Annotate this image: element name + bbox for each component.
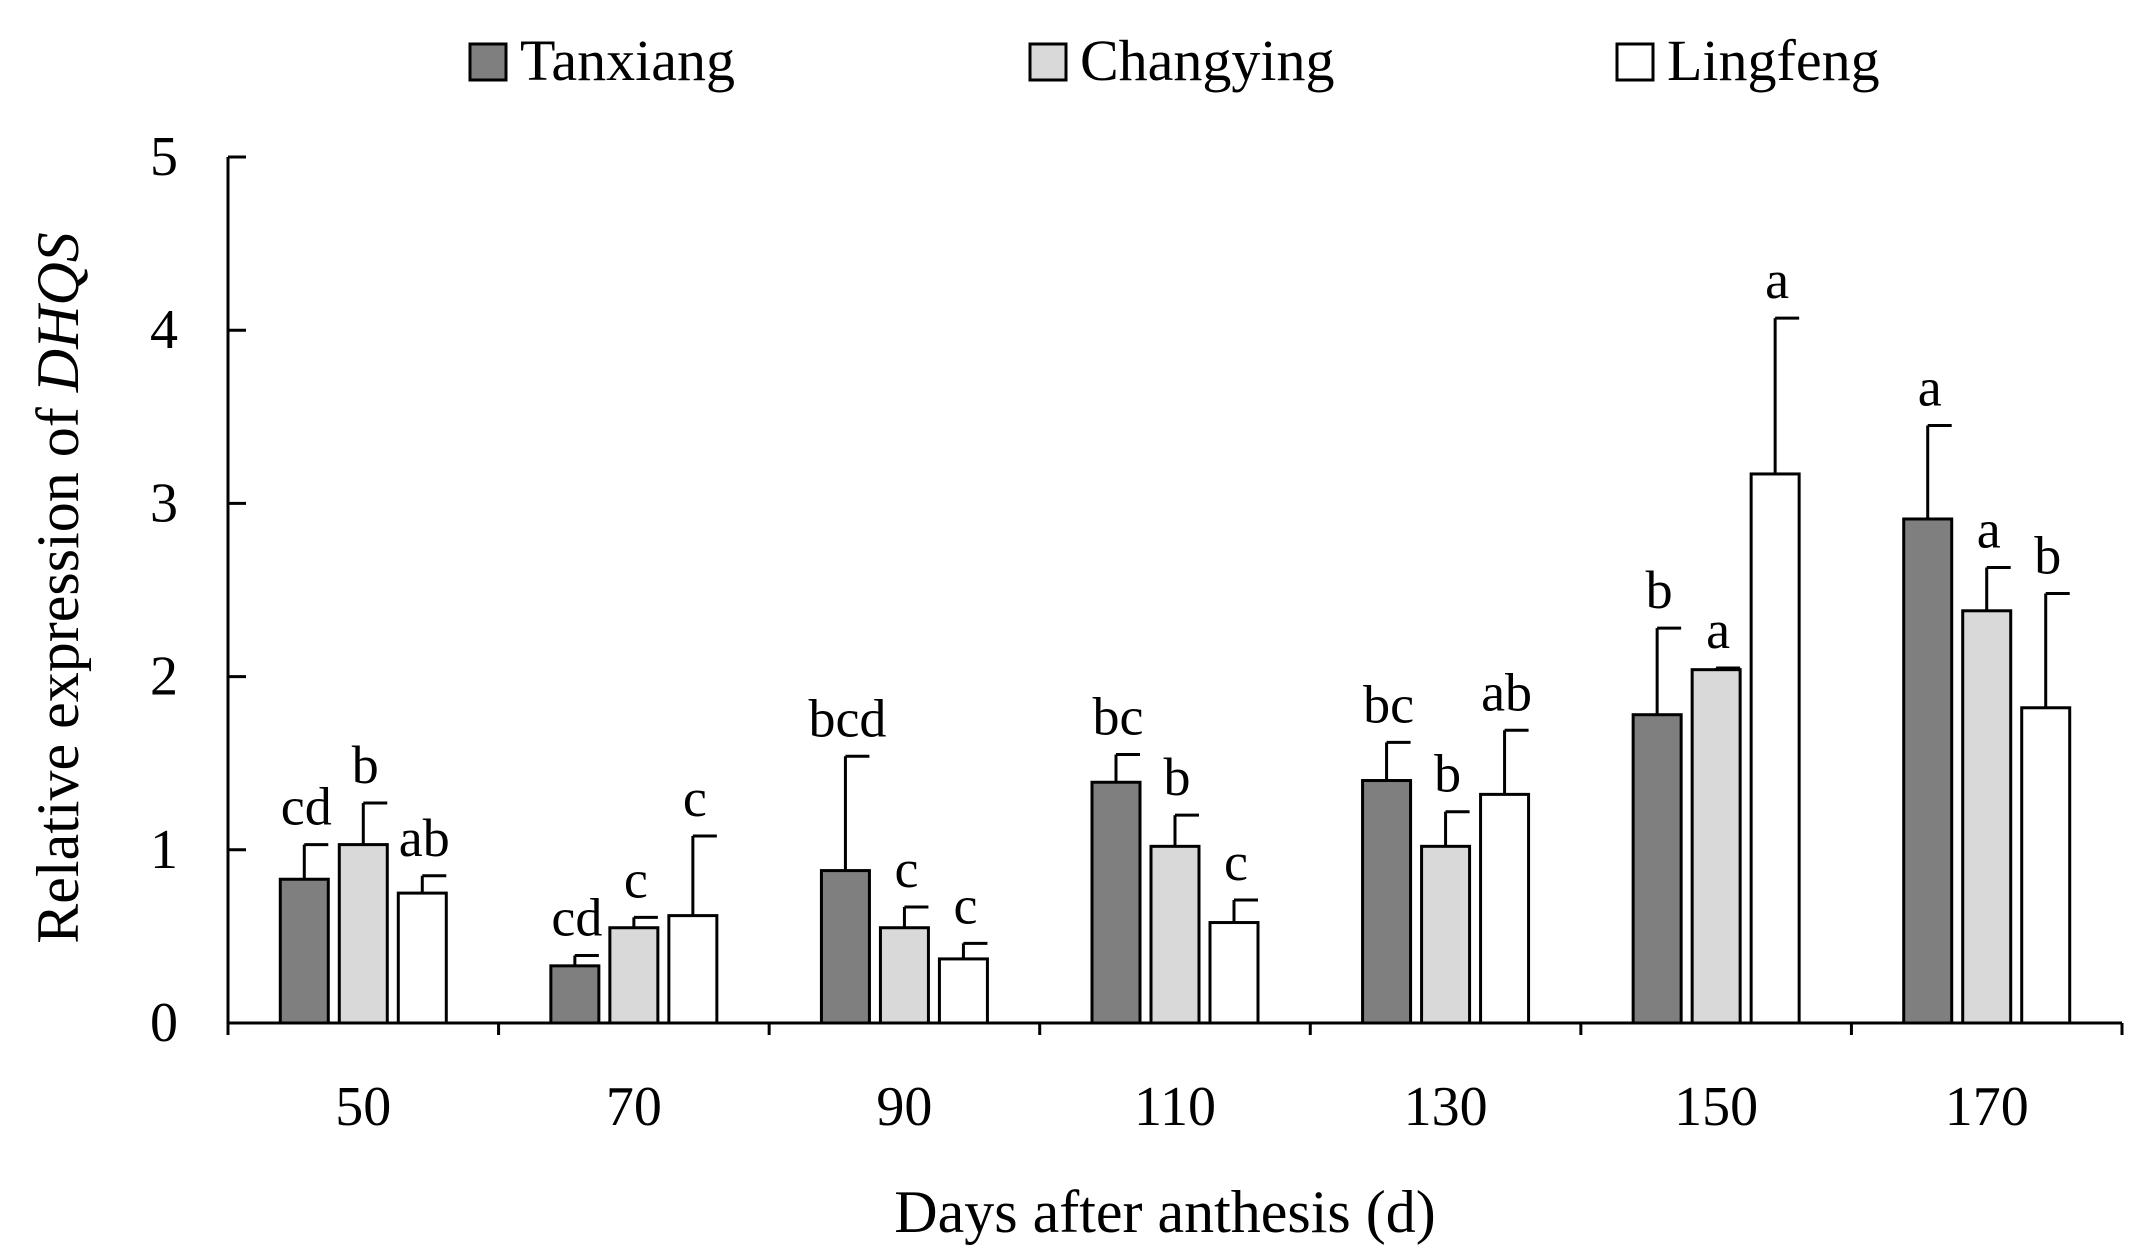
x-tick-label: 170 [1945, 1076, 2029, 1138]
significance-letter: b [1434, 744, 1461, 804]
bar-changying-110 [1149, 844, 1201, 1025]
y-tick-label: 3 [150, 472, 178, 534]
legend: Tanxiang Changying Lingfeng [468, 28, 1880, 93]
bar-lingfeng-110 [1208, 921, 1260, 1025]
error-bars [302, 316, 2070, 966]
bar-changying-50 [337, 843, 389, 1025]
legend-swatch-lingfeng [1615, 42, 1655, 82]
x-axis-title: Days after anthesis (d) [894, 1179, 1435, 1245]
x-tick-label: 110 [1134, 1076, 1216, 1138]
significance-letter: b [2034, 525, 2061, 585]
significance-letter: c [1224, 832, 1248, 892]
significance-letter: a [1918, 357, 1942, 417]
bar-tanxiang-130 [1361, 779, 1413, 1025]
bar-tanxiang-70 [549, 964, 601, 1025]
significance-letter: c [683, 768, 707, 828]
bar-tanxiang-50 [278, 877, 330, 1025]
y-axis: 0 1 2 3 4 5 [150, 126, 246, 1054]
legend-label-tanxiang: Tanxiang [520, 28, 735, 93]
bar-changying-90 [878, 926, 930, 1025]
x-tick-label: 50 [335, 1076, 391, 1138]
x-tick-label: 90 [876, 1076, 932, 1138]
significance-letter: bcd [808, 688, 886, 748]
legend-swatch-changying [1028, 42, 1068, 82]
bars [278, 472, 2072, 1025]
bar-lingfeng-50 [396, 891, 448, 1025]
y-tick-label: 1 [150, 819, 178, 881]
bar-changying-70 [608, 926, 660, 1025]
significance-letter: ab [1481, 662, 1532, 722]
significance-letter: bc [1363, 674, 1414, 734]
significance-letter: b [352, 735, 379, 795]
significance-letter: a [1706, 600, 1730, 660]
bar-changying-130 [1420, 844, 1472, 1025]
significance-letter: ab [399, 808, 450, 868]
bar-tanxiang-110 [1090, 780, 1142, 1025]
significance-letter: bc [1093, 687, 1144, 747]
bar-changying-170 [1961, 609, 2013, 1025]
x-tick-label: 150 [1674, 1076, 1758, 1138]
y-axis-title-prefix: Relative expression of [25, 392, 91, 944]
bar-lingfeng-170 [2020, 706, 2072, 1025]
bar-lingfeng-130 [1479, 792, 1531, 1025]
bar-lingfeng-70 [667, 914, 719, 1025]
significance-letter: c [624, 849, 648, 909]
bar-tanxiang-90 [819, 869, 871, 1025]
bar-tanxiang-170 [1902, 517, 1954, 1025]
significance-letter: a [1977, 499, 2001, 559]
x-tick-label: 70 [606, 1076, 662, 1138]
y-axis-title: Relative expression of DHQS [25, 232, 91, 944]
significance-letter: c [894, 839, 918, 899]
x-axis: 50 70 90 110 130 150 170 [226, 1021, 2124, 1138]
bar-tanxiang-150 [1631, 713, 1683, 1025]
significance-letter: cd [551, 887, 602, 947]
legend-label-changying: Changying [1080, 28, 1335, 93]
legend-label-lingfeng: Lingfeng [1667, 28, 1880, 93]
bar-lingfeng-90 [937, 957, 989, 1025]
legend-swatch-tanxiang [468, 42, 508, 82]
significance-letter: b [1164, 747, 1191, 807]
significance-letter: cd [281, 777, 332, 837]
y-tick-label: 0 [150, 992, 178, 1054]
y-tick-label: 5 [150, 126, 178, 188]
y-tick-label: 4 [150, 299, 178, 361]
y-tick-label: 2 [150, 646, 178, 708]
bar-changying-150 [1690, 668, 1742, 1025]
significance-letter: b [1646, 560, 1673, 620]
significance-letter: c [953, 875, 977, 935]
significance-letter: a [1765, 250, 1789, 310]
y-axis-title-gene: DHQS [25, 232, 91, 393]
bar-lingfeng-150 [1749, 472, 1801, 1025]
x-tick-label: 130 [1404, 1076, 1488, 1138]
